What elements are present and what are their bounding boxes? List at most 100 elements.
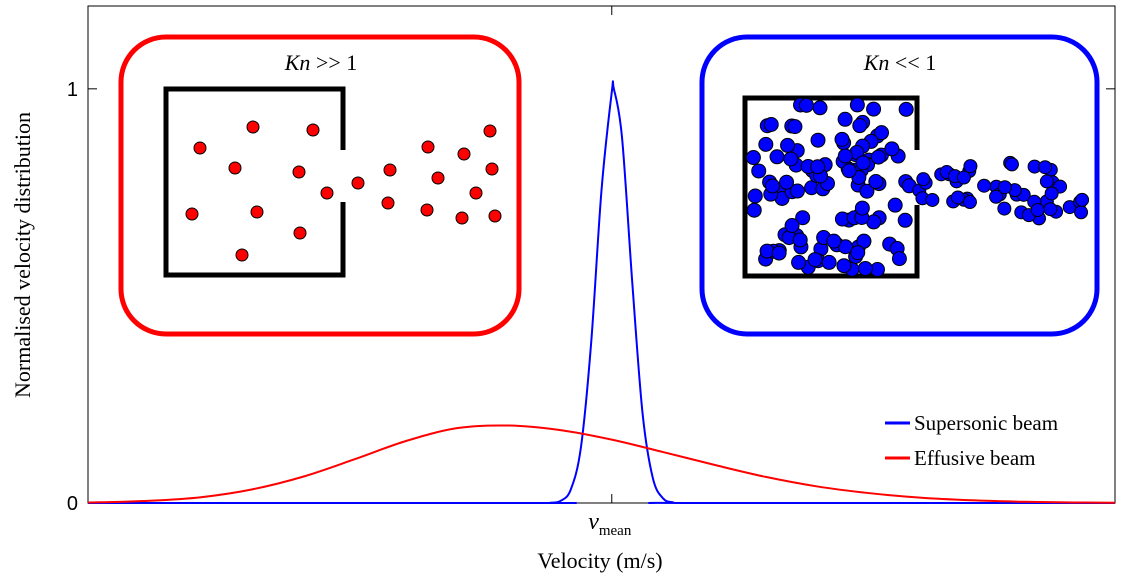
- particle: [807, 252, 823, 268]
- particle: [420, 203, 434, 217]
- particle: [784, 218, 800, 234]
- particle: [1038, 160, 1053, 175]
- particle: [837, 148, 853, 164]
- particle: [956, 170, 971, 185]
- particle: [769, 149, 785, 165]
- particle: [874, 125, 890, 141]
- particle: [977, 178, 992, 193]
- particle: [857, 260, 873, 276]
- inset-title-text: << 1: [889, 50, 936, 75]
- particle: [469, 186, 483, 200]
- particle: [771, 245, 787, 261]
- x-tick-label-main: v: [588, 509, 599, 535]
- particle: [997, 180, 1012, 195]
- particle: [1039, 174, 1054, 189]
- particle: [856, 233, 872, 249]
- particle: [925, 192, 940, 207]
- y-axis-label: Normalised velocity distribution: [10, 112, 35, 398]
- particle: [1075, 192, 1090, 207]
- particle: [1043, 202, 1058, 217]
- inset-frame: [699, 34, 1100, 337]
- particle: [320, 186, 334, 200]
- inset-frame: [118, 34, 522, 337]
- particle: [795, 210, 811, 226]
- particle: [836, 258, 852, 274]
- particle: [868, 174, 884, 190]
- particle: [916, 172, 931, 187]
- legend-label: Effusive beam: [914, 446, 1036, 470]
- particle: [789, 183, 805, 199]
- particle: [884, 141, 900, 157]
- particle: [897, 212, 913, 228]
- particle: [763, 117, 779, 133]
- particle: [292, 165, 306, 179]
- blue-particles: [745, 97, 1090, 278]
- particle: [1004, 157, 1019, 172]
- line: [87, 80, 1116, 505]
- particle: [751, 163, 767, 179]
- chamber: [163, 86, 346, 278]
- particle: [381, 196, 395, 210]
- y-tick-label: 1: [67, 79, 78, 101]
- inset-title-italic: Kn: [863, 50, 890, 75]
- particle: [783, 151, 799, 167]
- inset-title: Kn >> 1: [284, 50, 358, 75]
- particle: [963, 159, 978, 174]
- particle: [235, 248, 249, 262]
- particle: [1074, 205, 1089, 220]
- particle: [1044, 186, 1059, 201]
- x-tick-label: vmean: [588, 509, 632, 539]
- particle: [849, 97, 865, 113]
- particle: [421, 140, 435, 154]
- particle: [185, 207, 199, 221]
- particle: [859, 183, 875, 199]
- y-tick-label: 0: [67, 493, 78, 515]
- particle: [821, 254, 837, 270]
- particle: [457, 147, 471, 161]
- x-axis-label: Velocity (m/s): [537, 548, 662, 573]
- particle: [483, 124, 497, 138]
- particle: [810, 132, 826, 148]
- particle: [306, 123, 320, 137]
- particle: [812, 100, 828, 116]
- particle: [855, 155, 871, 171]
- particle: [383, 163, 397, 177]
- particle: [798, 97, 814, 113]
- particle: [747, 188, 763, 204]
- particle: [485, 162, 499, 176]
- particle: [852, 118, 868, 134]
- particle: [870, 149, 886, 165]
- particle: [787, 119, 803, 135]
- inset-title-italic: Kn: [284, 50, 311, 75]
- particle: [891, 251, 907, 267]
- particle: [351, 176, 365, 190]
- particle: [746, 202, 762, 218]
- particle: [455, 211, 469, 225]
- particle: [826, 233, 842, 249]
- particle: [488, 209, 502, 223]
- particle: [997, 201, 1012, 216]
- chamber: [742, 95, 920, 279]
- particle: [792, 232, 808, 248]
- particle: [866, 101, 882, 117]
- particle: [834, 131, 850, 147]
- particle: [758, 136, 774, 152]
- particle: [1030, 202, 1045, 217]
- particle: [745, 150, 761, 166]
- particle: [293, 226, 307, 240]
- particle: [810, 159, 826, 175]
- line: [87, 424, 1116, 504]
- particle: [780, 137, 796, 153]
- plot-frame: [87, 5, 1116, 504]
- particle: [850, 245, 866, 261]
- particle: [193, 141, 207, 155]
- particle: [989, 189, 1004, 204]
- insets: [118, 34, 1100, 337]
- particle: [246, 120, 260, 134]
- particle: [837, 111, 853, 127]
- particle: [228, 161, 242, 175]
- red-particles: [185, 120, 502, 262]
- inset-title: Kn << 1: [863, 50, 937, 75]
- particle: [779, 174, 795, 190]
